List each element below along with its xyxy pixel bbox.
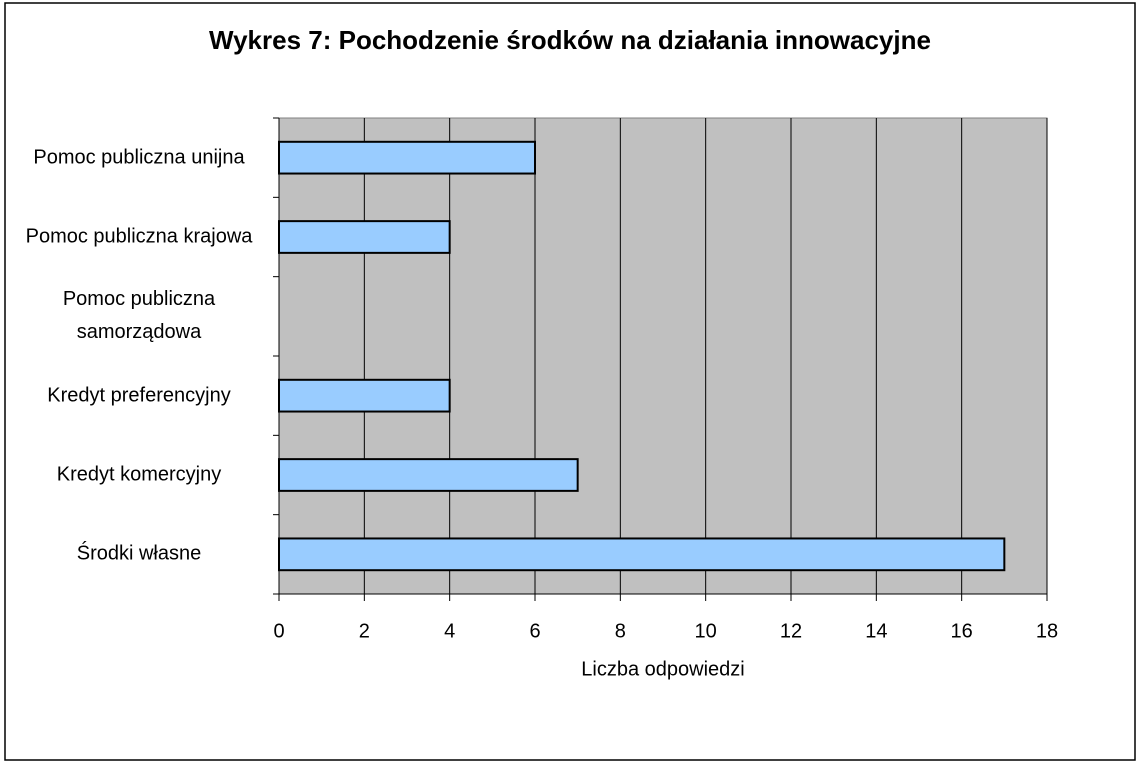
bar: [278, 537, 1006, 572]
bar: [278, 140, 536, 175]
chart-title: Wykres 7: Pochodzenie środków na działan…: [209, 25, 931, 55]
plot-area: [278, 117, 1048, 595]
x-tick-label: 16: [951, 620, 973, 642]
y-tick-label: Pomoc publiczna unijna: [33, 146, 245, 169]
x-tick-label: 8: [615, 620, 626, 642]
y-tick-label: Pomoc publiczna samorządowa: [62, 288, 216, 344]
y-tick-label: Kredyt preferencyjny: [47, 384, 231, 407]
x-tick-label: 6: [529, 620, 540, 642]
y-tick-label: Pomoc publiczna krajowa: [25, 225, 253, 248]
x-tick-label: 14: [865, 620, 887, 642]
bar: [278, 378, 451, 413]
x-tick-label: 0: [273, 620, 284, 642]
x-tick-label: 18: [1036, 620, 1058, 642]
x-tick-label: 2: [359, 620, 370, 642]
y-tick-label: Kredyt komercyjny: [56, 463, 222, 486]
x-tick-label: 10: [695, 620, 717, 642]
x-axis-label: Liczba odpowiedzi: [581, 658, 744, 680]
bar: [278, 458, 579, 492]
x-tick-label: 4: [444, 620, 455, 642]
x-tick-label: 12: [780, 620, 802, 642]
bar: [278, 220, 451, 254]
y-tick-label: Środki własne: [76, 542, 202, 565]
